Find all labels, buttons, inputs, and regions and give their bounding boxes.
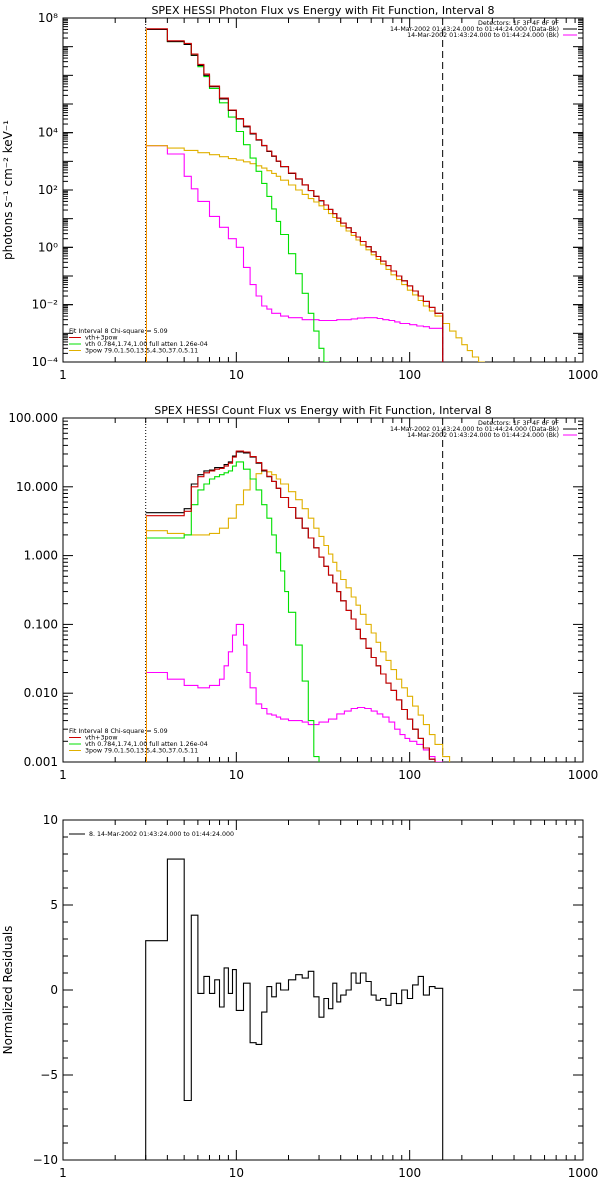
legend-bottom-left-text: vth 0.784,1.74,1.00 full atten 1.26e-04 (85, 741, 208, 748)
legend-top-right-text: 14-Mar-2002 01:43:24.000 to 01:44:24.000… (390, 26, 559, 33)
chart-title: SPEX HESSI Photon Flux vs Energy with Fi… (151, 4, 494, 17)
legend-top-right-text: Detectors: 1F 3F 4F 6F 9F (478, 420, 559, 427)
y-axis: 0.001 0.010 0.100 1.000 10.000 100.000 (8, 411, 583, 769)
legend-bottom-left-text: Fit Interval 8 Chi-square = 5.09 (69, 328, 168, 335)
legend-top-right-text: 14-Mar-2002 01:43:24.000 to 01:44:24.000… (407, 432, 559, 439)
chart-title: SPEX HESSI Count Flux vs Energy with Fit… (154, 404, 491, 417)
y-axis: 10⁻⁴ 10⁻² 10⁰ 10² 10⁴ 10⁸ (32, 11, 583, 369)
y-tick-label: 10⁸ (38, 11, 58, 25)
x-axis: 1 10 100 1000 (59, 18, 598, 382)
y-tick-label: 0.010 (24, 686, 58, 700)
series-line (145, 145, 444, 362)
y-tick-label: 10⁰ (38, 240, 58, 254)
legend-bottom-left-text: 3pow 79.0,1.50,13.5,4.30,37.0,5.11 (85, 748, 198, 755)
series-line (145, 858, 444, 1160)
y-tick-label: 0 (50, 983, 58, 997)
y-axis-label: Normalized Residuals (1, 926, 15, 1055)
series-line (145, 623, 444, 762)
series-line (145, 450, 436, 762)
plot-frame (62, 17, 584, 363)
x-tick-label: 1 (59, 768, 67, 782)
series-group (145, 858, 444, 1160)
series-group (145, 28, 485, 362)
series-line (145, 28, 444, 362)
plot-frame (62, 819, 584, 1161)
legend-top-right-text: 14-Mar-2002 01:43:24.000 to 01:44:24.000… (390, 426, 559, 433)
y-tick-label: −5 (40, 1068, 58, 1082)
y-tick-label: −10 (33, 1153, 58, 1167)
plot-frame (62, 417, 584, 763)
legend-top-right-text: Detectors: 1F 3F 4F 6F 9F (478, 20, 559, 27)
series-line (145, 451, 436, 762)
x-tick-label: 10 (229, 1166, 244, 1180)
series-line (145, 470, 451, 762)
y-tick-label: 10 (43, 813, 58, 827)
y-tick-label: 100.000 (8, 411, 58, 425)
y-tick-label: 10² (38, 183, 58, 197)
series-group (145, 450, 451, 762)
legend-bottom-left-text: vth+3pow (85, 735, 117, 742)
series-line (145, 145, 485, 362)
legend-bottom-left-text: Fit Interval 8 Chi-square = 5.09 (69, 728, 168, 735)
x-tick-label: 1000 (568, 368, 599, 382)
legend-bottom-left-text: vth 0.784,1.74,1.00 full atten 1.26e-04 (85, 341, 208, 348)
x-axis: 1 10 100 1000 (59, 820, 598, 1180)
y-tick-label: 10⁴ (38, 126, 58, 140)
x-tick-label: 10 (229, 768, 244, 782)
x-tick-label: 100 (398, 368, 421, 382)
y-tick-label: 10.000 (16, 480, 58, 494)
y-tick-label: 0.100 (24, 617, 58, 631)
y-tick-label: 5 (50, 898, 58, 912)
legend-bottom-left-text: vth+3pow (85, 335, 117, 342)
legend-top-left-text: 8. 14-Mar-2002 01:43:24.000 to 01:44:24.… (89, 831, 234, 838)
count-flux-panel: SPEX HESSI Count Flux vs Energy with Fit… (8, 404, 598, 782)
y-axis: −10 −5 0 5 10 (33, 813, 583, 1167)
y-tick-label: 0.001 (24, 755, 58, 769)
legend-top-right-text: 14-Mar-2002 01:43:24.000 to 01:44:24.000… (407, 32, 559, 39)
x-tick-label: 100 (398, 1166, 421, 1180)
legend-bottom-left-text: 3pow 79.0,1.50,13.5,4.30,37.0,5.11 (85, 348, 198, 355)
y-tick-label: 10⁻² (32, 298, 59, 312)
x-tick-label: 1000 (568, 768, 599, 782)
residuals-panel: 1 10 100 1000 −10 −5 0 5 10 Normalized Residuals 8… (1, 813, 598, 1180)
series-line (145, 461, 320, 762)
x-tick-label: 10 (229, 368, 244, 382)
series-line (145, 28, 330, 362)
photon-flux-panel: SPEX HESSI Photon Flux vs Energy with Fi… (1, 4, 598, 382)
x-tick-label: 1 (59, 1166, 67, 1180)
y-axis-label: photons s⁻¹ cm⁻² keV⁻¹ (1, 120, 15, 260)
y-tick-label: 10⁻⁴ (32, 355, 59, 369)
series-line (145, 28, 444, 362)
x-tick-label: 100 (398, 768, 421, 782)
y-tick-label: 1.000 (24, 549, 58, 563)
x-tick-label: 1 (59, 368, 67, 382)
x-axis: 1 10 100 1000 (59, 418, 598, 782)
x-tick-label: 1000 (568, 1166, 599, 1180)
